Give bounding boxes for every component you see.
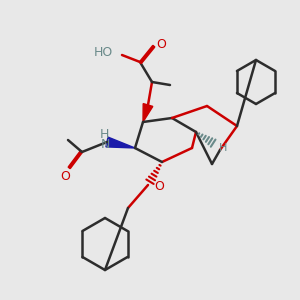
Text: H: H [99,128,109,140]
Polygon shape [143,103,153,122]
Text: O: O [154,181,164,194]
Text: O: O [156,38,166,52]
Text: N: N [100,137,110,151]
Polygon shape [106,137,135,148]
Text: O: O [60,169,70,182]
Text: HO: HO [94,46,113,59]
Text: H: H [219,143,227,153]
